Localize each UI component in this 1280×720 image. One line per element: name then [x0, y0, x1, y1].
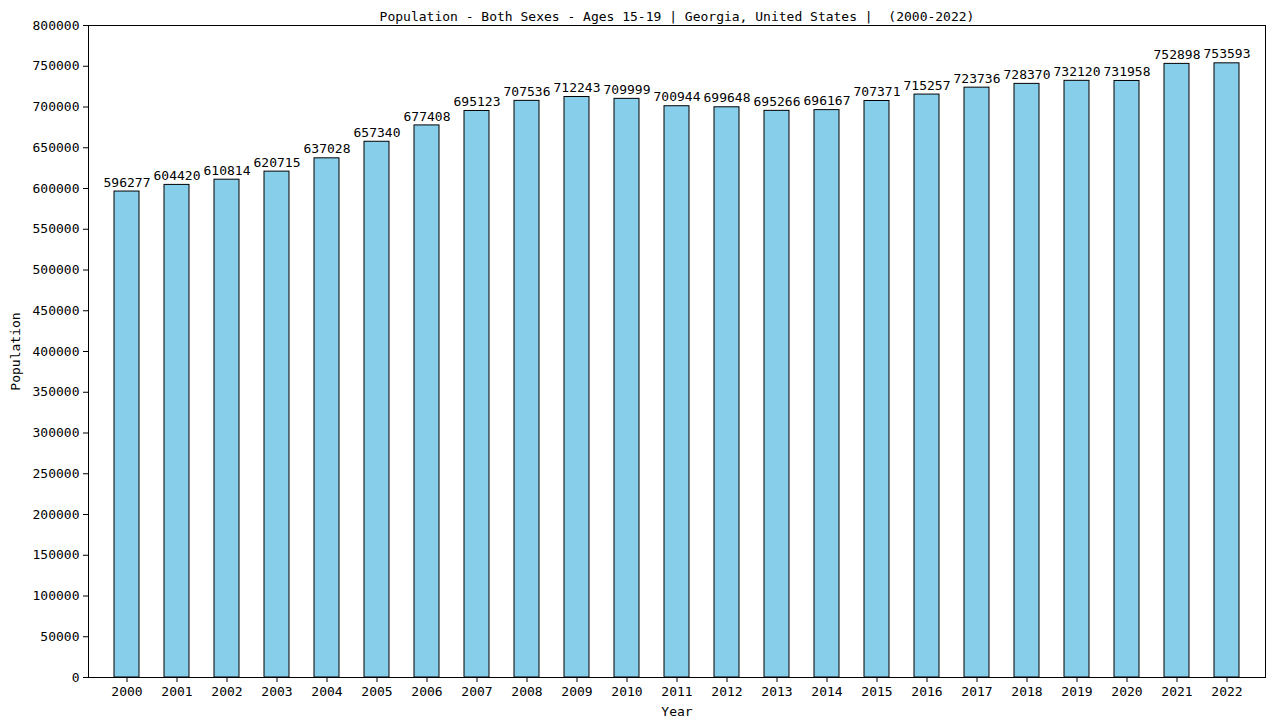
svg-text:150000: 150000: [33, 547, 80, 562]
svg-text:700000: 700000: [33, 99, 80, 114]
svg-text:699648: 699648: [704, 90, 751, 105]
svg-text:696167: 696167: [804, 93, 851, 108]
svg-text:2011: 2011: [661, 684, 692, 699]
svg-text:400000: 400000: [33, 344, 80, 359]
svg-text:2001: 2001: [161, 684, 192, 699]
svg-text:Population - Both Sexes - Ages: Population - Both Sexes - Ages 15-19 | G…: [380, 9, 975, 24]
svg-text:2003: 2003: [261, 684, 292, 699]
svg-text:752898: 752898: [1154, 47, 1201, 62]
svg-text:637028: 637028: [304, 141, 351, 156]
svg-text:550000: 550000: [33, 221, 80, 236]
svg-text:610814: 610814: [204, 163, 251, 178]
svg-text:728370: 728370: [1004, 67, 1051, 82]
svg-text:2009: 2009: [561, 684, 592, 699]
svg-text:Year: Year: [661, 704, 692, 719]
svg-text:50000: 50000: [40, 629, 79, 644]
svg-text:0: 0: [72, 670, 80, 685]
svg-text:620715: 620715: [254, 155, 301, 170]
svg-text:300000: 300000: [33, 425, 80, 440]
svg-text:2018: 2018: [1011, 684, 1042, 699]
svg-text:2004: 2004: [311, 684, 342, 699]
svg-text:2019: 2019: [1061, 684, 1092, 699]
svg-text:2010: 2010: [611, 684, 642, 699]
svg-text:596277: 596277: [104, 175, 151, 190]
svg-text:709999: 709999: [604, 82, 651, 97]
svg-text:2012: 2012: [711, 684, 742, 699]
svg-text:2015: 2015: [861, 684, 892, 699]
svg-text:2013: 2013: [761, 684, 792, 699]
svg-text:657340: 657340: [354, 125, 401, 140]
svg-text:650000: 650000: [33, 140, 80, 155]
svg-text:250000: 250000: [33, 466, 80, 481]
svg-text:450000: 450000: [33, 303, 80, 318]
svg-text:750000: 750000: [33, 58, 80, 73]
svg-text:2008: 2008: [511, 684, 542, 699]
svg-text:2020: 2020: [1111, 684, 1142, 699]
svg-text:100000: 100000: [33, 588, 80, 603]
svg-text:350000: 350000: [33, 384, 80, 399]
svg-text:707371: 707371: [854, 84, 901, 99]
svg-text:731958: 731958: [1104, 64, 1151, 79]
svg-text:2002: 2002: [211, 684, 242, 699]
svg-text:695266: 695266: [754, 94, 801, 109]
svg-text:600000: 600000: [33, 181, 80, 196]
svg-text:700944: 700944: [654, 89, 701, 104]
svg-text:604420: 604420: [154, 168, 201, 183]
svg-text:2006: 2006: [411, 684, 442, 699]
svg-text:200000: 200000: [33, 507, 80, 522]
svg-text:2000: 2000: [111, 684, 142, 699]
svg-text:732120: 732120: [1054, 64, 1101, 79]
svg-text:695123: 695123: [454, 94, 501, 109]
svg-text:712243: 712243: [554, 80, 601, 95]
svg-text:Population: Population: [8, 312, 23, 390]
svg-text:723736: 723736: [954, 71, 1001, 86]
svg-text:2021: 2021: [1161, 684, 1192, 699]
svg-text:707536: 707536: [504, 84, 551, 99]
svg-text:2014: 2014: [811, 684, 842, 699]
svg-text:677408: 677408: [404, 109, 451, 124]
svg-text:2016: 2016: [911, 684, 942, 699]
svg-text:500000: 500000: [33, 262, 80, 277]
svg-text:2007: 2007: [461, 684, 492, 699]
svg-text:800000: 800000: [33, 18, 80, 33]
svg-text:715257: 715257: [904, 78, 951, 93]
svg-text:753593: 753593: [1204, 46, 1251, 61]
svg-text:2017: 2017: [961, 684, 992, 699]
svg-text:2022: 2022: [1211, 684, 1242, 699]
svg-text:2005: 2005: [361, 684, 392, 699]
